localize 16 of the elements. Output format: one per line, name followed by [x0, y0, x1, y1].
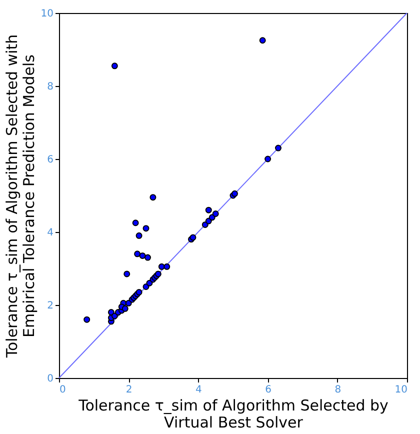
text: Virtual Best Solver	[164, 414, 303, 432]
x-tick-label: 8	[334, 384, 342, 396]
x-tick-label: 10	[394, 384, 408, 396]
text: Empirical Tolerance Prediction Models	[20, 54, 38, 338]
x-tick-label: 2	[126, 384, 132, 396]
y-tick-label: 6	[47, 154, 54, 166]
text: Tolerance τ_sim of Algorithm Selected with	[2, 34, 21, 358]
y-tick-label: 0	[47, 374, 54, 384]
x-tick-label: 4	[196, 384, 202, 396]
y-tick-label: 8	[47, 82, 54, 92]
y-tick-label: 2	[47, 300, 54, 312]
text: Tolerance τ_sim of Algorithm Selected by	[78, 396, 388, 414]
y-tick-label: 4	[47, 228, 54, 238]
y-tick-label: 10	[40, 8, 54, 20]
x-tick-label: 0	[60, 384, 66, 396]
x-tick-label: 6	[265, 384, 272, 396]
